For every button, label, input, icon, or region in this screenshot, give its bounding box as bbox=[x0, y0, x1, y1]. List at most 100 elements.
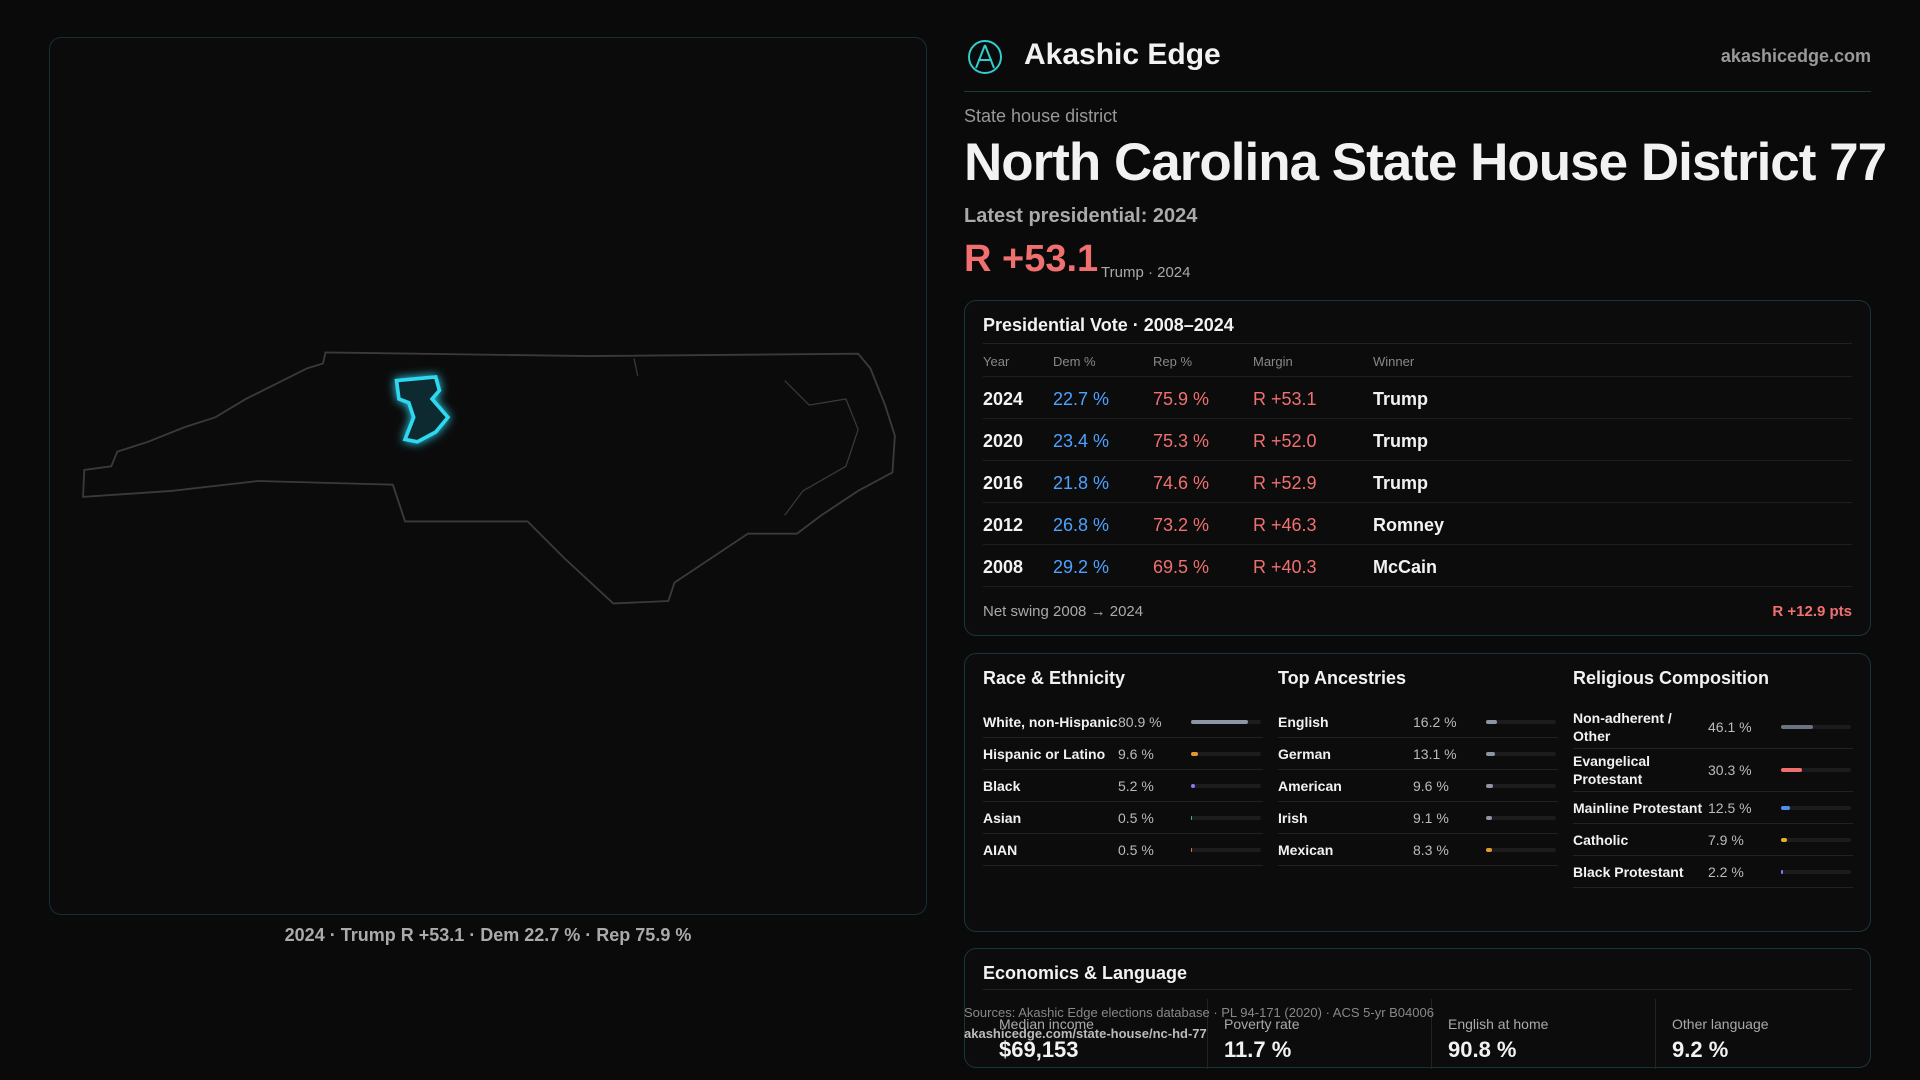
table-cell: 2012 bbox=[983, 515, 1024, 535]
econ-label: Poverty rate bbox=[1224, 1016, 1300, 1032]
table-cell: Trump bbox=[1373, 389, 1429, 409]
stat-row: Mexican 8.3 % bbox=[1278, 834, 1558, 866]
column-header: Year bbox=[983, 354, 1010, 369]
state-detail bbox=[633, 358, 859, 516]
card-title: Race & Ethnicity bbox=[983, 668, 1126, 688]
bar bbox=[1486, 719, 1498, 724]
table-cell: 2024 bbox=[983, 389, 1024, 409]
stat-row: Evangelical Protestant 30.3 % bbox=[1573, 749, 1853, 792]
stat-value: 16.2 % bbox=[1413, 713, 1457, 730]
table-cell: 22.7 % bbox=[1053, 389, 1110, 409]
bar bbox=[1486, 815, 1493, 820]
logo bbox=[968, 40, 1002, 74]
stat-value: 12.5 % bbox=[1708, 799, 1752, 816]
religion-column: Religious Composition Non-adherent / Othe… bbox=[1573, 668, 1853, 888]
table-cell: McCain bbox=[1373, 557, 1438, 577]
stat-label: AIAN bbox=[983, 841, 1018, 858]
page-url[interactable]: akashicedge.com/state-house/nc-hd-77 bbox=[964, 1026, 1207, 1041]
bar-track bbox=[1781, 768, 1851, 772]
source-note: Sources: Akashic Edge elections database… bbox=[964, 1005, 1434, 1020]
econ-stat: Other language 9.2 % bbox=[1655, 999, 1875, 1069]
bar bbox=[1191, 751, 1198, 756]
stat-value: 5.2 % bbox=[1118, 777, 1154, 794]
econ-label: Median income bbox=[999, 1016, 1094, 1032]
column-header: Rep % bbox=[1153, 354, 1193, 369]
bar bbox=[1486, 783, 1493, 788]
stat-label: Black bbox=[983, 777, 1021, 794]
economics-card: Economics & Language Median income $69,15… bbox=[964, 948, 1871, 1069]
card-title: Religious Composition bbox=[1573, 668, 1769, 688]
bar bbox=[1191, 719, 1248, 724]
column-header: Dem % bbox=[1053, 354, 1096, 369]
table-cell: R +52.0 bbox=[1253, 431, 1317, 451]
divider bbox=[983, 343, 1852, 344]
stat-value: 0.5 % bbox=[1118, 809, 1154, 826]
bar bbox=[1781, 725, 1814, 729]
table-cell: R +46.3 bbox=[1253, 515, 1317, 535]
bar-track bbox=[1191, 719, 1261, 724]
table-cell: Trump bbox=[1373, 473, 1429, 493]
stat-row: Asian 0.5 % bbox=[983, 802, 1263, 834]
card-title: Economics & Language bbox=[983, 963, 1188, 983]
district-shape bbox=[394, 374, 451, 444]
swing-label: Net swing 2008 → 2024 bbox=[983, 603, 1144, 620]
table-cell: R +52.9 bbox=[1253, 473, 1317, 493]
bar-track bbox=[1191, 751, 1261, 756]
table-row: 2024 22.7 % 75.9 % R +53.1 Trump bbox=[983, 377, 1852, 419]
econ-label: Other language bbox=[1672, 1016, 1769, 1032]
stat-label: Hispanic or Latino bbox=[983, 745, 1106, 762]
bar-track bbox=[1781, 869, 1851, 874]
table-row: 2016 21.8 % 74.6 % R +52.9 Trump bbox=[983, 461, 1852, 503]
table-cell: 69.5 % bbox=[1153, 557, 1210, 577]
stat-label: Asian bbox=[983, 809, 1022, 826]
presidential-card: Presidential Vote · 2008–2024 Net swing … bbox=[964, 300, 1871, 636]
stat-label: German bbox=[1278, 745, 1331, 762]
stat-value: 9.1 % bbox=[1413, 809, 1449, 826]
stat-row: English 16.2 % bbox=[1278, 706, 1558, 738]
bar bbox=[1486, 847, 1492, 852]
table-cell: 2008 bbox=[983, 557, 1024, 577]
table-row: 2008 29.2 % 69.5 % R +40.3 McCain bbox=[983, 545, 1852, 587]
stat-value: 9.6 % bbox=[1413, 777, 1449, 794]
column-header: Margin bbox=[1253, 354, 1293, 369]
econ-value: 9.2 % bbox=[1672, 1037, 1729, 1062]
map-caption: 2024 · Trump R +53.1 · Dem 22.7 % · Rep … bbox=[284, 925, 692, 945]
stat-row: White, non-Hispanic 80.9 % bbox=[983, 706, 1263, 738]
stat-row: Black 5.2 % bbox=[983, 770, 1263, 802]
table-cell: 23.4 % bbox=[1053, 431, 1110, 451]
table-cell: Trump bbox=[1373, 431, 1429, 451]
bar bbox=[1781, 768, 1803, 772]
latest-margin: R +53.1 bbox=[964, 238, 1099, 280]
column-header: Winner bbox=[1373, 354, 1415, 369]
stat-row: American 9.6 % bbox=[1278, 770, 1558, 802]
econ-stat: Median income $69,153 bbox=[983, 999, 1203, 1069]
table-cell: 21.8 % bbox=[1053, 473, 1110, 493]
table-cell: R +40.3 bbox=[1253, 557, 1317, 577]
bar bbox=[1486, 751, 1496, 756]
stat-label: Evangelical Protestant bbox=[1573, 753, 1651, 787]
demographics-card: Race & Ethnicity White, non-Hispanic 80.9 … bbox=[964, 653, 1871, 932]
stat-value: 7.9 % bbox=[1708, 831, 1744, 848]
stat-label: English bbox=[1278, 713, 1329, 730]
site-link[interactable]: akashicedge.com bbox=[1720, 46, 1871, 66]
bar-track bbox=[1486, 847, 1556, 852]
header-divider bbox=[964, 91, 1871, 92]
stat-value: 9.6 % bbox=[1118, 745, 1154, 762]
district-title: North Carolina State House District 77 bbox=[964, 133, 1887, 192]
table-cell: 74.6 % bbox=[1153, 473, 1210, 493]
stat-label: Irish bbox=[1278, 809, 1308, 826]
bar-track bbox=[1486, 783, 1556, 788]
stat-value: 0.5 % bbox=[1118, 841, 1154, 858]
stat-value: 8.3 % bbox=[1413, 841, 1449, 858]
table-cell: 29.2 % bbox=[1053, 557, 1110, 577]
table-cell: Romney bbox=[1373, 515, 1445, 535]
stat-value: 30.3 % bbox=[1708, 762, 1752, 778]
econ-value: 90.8 % bbox=[1448, 1037, 1517, 1062]
bar-track bbox=[1191, 815, 1261, 820]
stat-row: Irish 9.1 % bbox=[1278, 802, 1558, 834]
bar-track bbox=[1486, 815, 1556, 820]
latest-label: Latest presidential: 2024 bbox=[964, 205, 1198, 227]
table-cell: 2016 bbox=[983, 473, 1024, 493]
stat-row: Mainline Protestant 12.5 % bbox=[1573, 792, 1853, 824]
